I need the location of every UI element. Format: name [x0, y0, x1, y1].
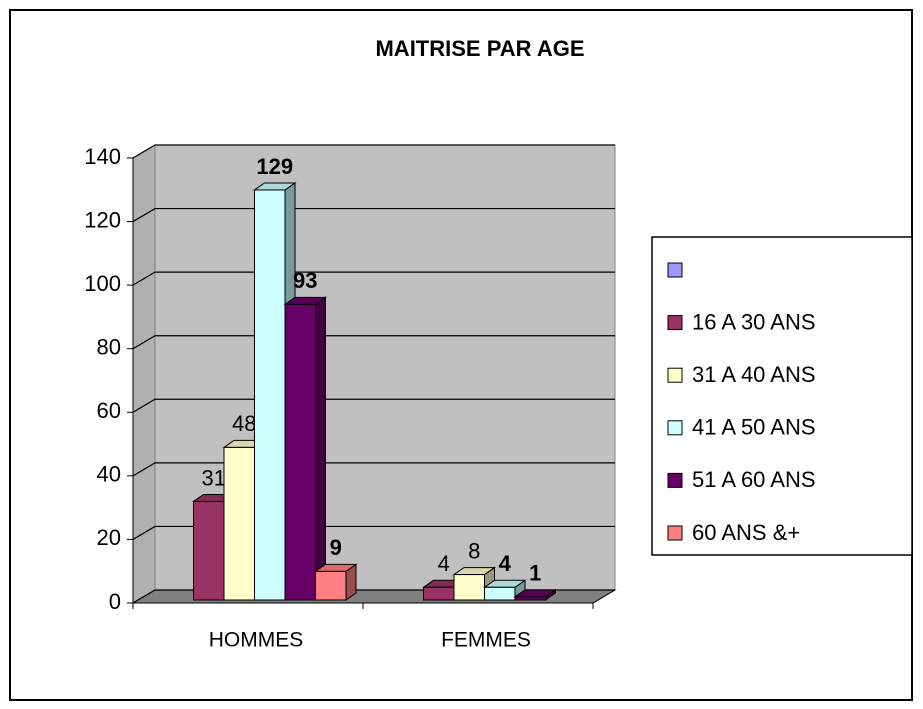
bar	[423, 586, 455, 601]
data-label: 8	[468, 538, 480, 563]
legend-label: 60 ANS &+	[692, 520, 800, 545]
y-tick-label: 40	[97, 462, 121, 487]
data-label: 129	[256, 154, 293, 179]
legend-box	[651, 236, 913, 556]
y-tick-label: 20	[97, 525, 121, 550]
grid-line	[132, 398, 615, 413]
grid-line	[132, 271, 615, 286]
data-label: 1	[529, 561, 541, 586]
legend-swatch	[667, 420, 683, 436]
y-tick-label: 80	[97, 335, 121, 360]
bar	[223, 446, 255, 601]
legend-swatch	[667, 315, 683, 331]
data-label: 9	[330, 535, 342, 560]
data-label: 31	[202, 465, 226, 490]
bar-side	[315, 296, 326, 601]
data-label: 4	[438, 551, 450, 576]
legend-label: 41 A 50 ANS	[692, 415, 816, 440]
bar	[453, 574, 485, 601]
grid-line	[132, 335, 615, 350]
legend-swatch	[667, 472, 683, 488]
grid-line	[132, 462, 615, 477]
grid-line	[132, 144, 615, 159]
data-label: 48	[232, 411, 256, 436]
data-label: 4	[499, 551, 512, 576]
bar	[284, 303, 316, 601]
legend-swatch	[667, 367, 683, 383]
legend-label: 31 A 40 ANS	[692, 362, 816, 387]
bar	[254, 189, 286, 601]
bar	[484, 586, 516, 601]
bar	[315, 570, 347, 601]
x-tick-label: HOMMES	[209, 629, 304, 652]
y-tick-label: 120	[84, 207, 121, 232]
y-tick-label: 100	[84, 271, 121, 296]
chart-title: MAITRISE PAR AGE	[375, 36, 584, 61]
legend-swatch	[667, 525, 683, 541]
bar	[193, 500, 225, 601]
side-wall	[132, 144, 156, 604]
y-tick-label: 140	[84, 144, 121, 169]
legend-label: 51 A 60 ANS	[692, 467, 816, 492]
bar	[514, 596, 546, 601]
grid-line	[132, 525, 615, 540]
legend-swatch	[667, 262, 683, 278]
data-label: 93	[293, 268, 317, 293]
y-tick-label: 0	[109, 589, 121, 614]
x-tick-label: FEMMES	[441, 629, 531, 652]
grid-line	[132, 207, 615, 223]
y-tick-label: 60	[97, 398, 121, 423]
legend-label: 16 A 30 ANS	[692, 309, 816, 334]
